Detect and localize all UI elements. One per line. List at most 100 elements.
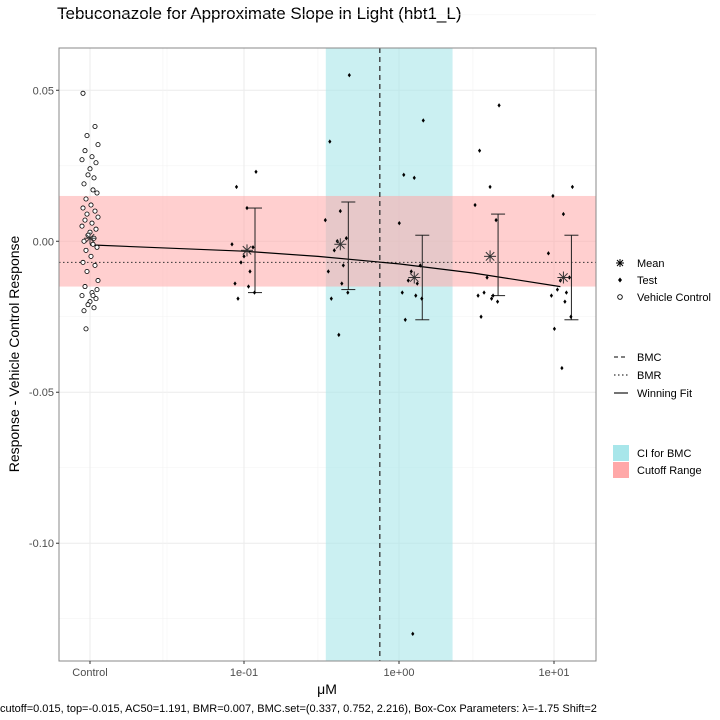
vehicle-control-point — [90, 187, 96, 193]
test-point — [344, 236, 348, 241]
test-point — [409, 269, 413, 274]
test-point — [482, 290, 486, 295]
test-point — [420, 296, 424, 301]
vehicle-control-point — [94, 190, 100, 196]
test-point — [411, 631, 415, 637]
panel-border — [58, 47, 597, 662]
vehicle-control-point — [82, 148, 88, 154]
test-point — [242, 254, 246, 259]
test-point — [555, 287, 560, 292]
test-point — [477, 148, 482, 153]
legend: Mean Test Vehicle Control BMC BMR Winning Fit… — [613, 258, 711, 478]
vehicle-control-point — [82, 284, 88, 290]
legend-label-ci-for-bmc: CI for BMC — [637, 448, 691, 460]
test-point — [549, 293, 554, 298]
test-point — [400, 290, 404, 295]
vehicle-control-point — [79, 293, 85, 299]
vehicle-control-point — [82, 217, 88, 223]
test-point — [346, 290, 350, 295]
vehicle-control-point — [85, 302, 91, 308]
test-point — [494, 217, 498, 223]
winning-fit-line — [89, 244, 561, 288]
legend-vehicle-control-icon — [617, 294, 623, 300]
test-point — [421, 118, 425, 123]
x-tick-label: Control — [72, 667, 107, 679]
vehicle-control-point — [89, 154, 95, 160]
test-point — [230, 242, 234, 247]
mean-markers — [84, 232, 570, 284]
vehicle-control-point — [81, 238, 87, 244]
ci-for-bmc-band — [325, 48, 453, 661]
test-point — [245, 205, 249, 211]
test-point — [402, 172, 406, 178]
test-point — [233, 281, 237, 286]
y-axis-label: Response - Vehicle Control Response — [6, 235, 22, 472]
test-point — [328, 139, 332, 144]
vehicle-control-point — [88, 202, 94, 208]
legend-label-vehicle-control: Vehicle Control — [637, 292, 711, 304]
test-point — [418, 263, 422, 268]
vehicle-control-point — [90, 241, 96, 247]
test-point — [414, 293, 418, 298]
test-point — [347, 72, 351, 78]
x-tick-label: 1e-01 — [230, 667, 258, 679]
test-point — [329, 296, 333, 301]
test-point — [552, 326, 557, 332]
test-point — [337, 332, 341, 338]
test-point — [251, 245, 255, 250]
vehicle-control-point — [84, 268, 90, 274]
test-point — [485, 275, 489, 280]
legend-label-cutoff-range: Cutoff Range — [637, 465, 702, 477]
x-tick-label: 1e+01 — [539, 667, 570, 679]
legend-label-bmr: BMR — [637, 370, 662, 382]
vehicle-control-point — [79, 223, 85, 229]
test-point — [412, 175, 416, 181]
legend-ci-for-bmc-swatch — [613, 445, 629, 461]
x-axis-label: μM — [317, 681, 337, 697]
test-point — [569, 314, 573, 319]
test-point — [415, 281, 419, 286]
legend-mean-icon — [616, 259, 624, 267]
test-point — [403, 317, 407, 322]
test-point — [248, 269, 252, 274]
legend-test-icon — [618, 277, 622, 283]
vehicle-control-point — [93, 160, 99, 166]
test-point — [495, 299, 500, 304]
vehicle-control-point — [92, 124, 98, 130]
x-tick-label: 1e+00 — [384, 667, 415, 679]
vehicle-control-point — [79, 157, 85, 163]
test-point — [551, 193, 555, 199]
test-point — [397, 220, 401, 226]
vehicle-control-point — [91, 175, 97, 181]
vehicle-control-point — [83, 196, 89, 202]
vehicle-control-point — [81, 308, 87, 314]
test-point — [323, 217, 327, 223]
legend-label-winning-fit: Winning Fit — [637, 388, 692, 400]
vehicle-control-point — [83, 247, 89, 253]
test-point — [236, 296, 240, 301]
vehicle-control-point — [93, 226, 99, 232]
test-point — [491, 293, 495, 298]
vehicle-control-point — [83, 326, 89, 332]
mean-marker — [334, 238, 347, 251]
test-point — [479, 314, 483, 319]
error-bars — [248, 201, 579, 321]
legend-label-mean: Mean — [637, 258, 665, 270]
vehicle-control-point — [80, 90, 86, 96]
mean-marker — [84, 232, 96, 245]
vehicle-control-point — [95, 278, 101, 284]
y-axis-ticks: 0.05 0.00 -0.05 -0.10 — [29, 85, 59, 550]
test-point — [497, 103, 501, 108]
vehicle-control-point — [80, 259, 86, 265]
legend-label-bmc: BMC — [637, 352, 662, 364]
y-tick-label: -0.10 — [29, 538, 54, 550]
y-tick-label: 0.05 — [33, 85, 54, 97]
test-point — [326, 269, 330, 274]
vehicle-control-point — [88, 253, 94, 259]
vehicle-control-point — [89, 220, 95, 226]
test-point — [340, 281, 344, 286]
test-point — [560, 365, 564, 371]
vehicle-control-point — [80, 205, 86, 211]
mean-marker — [557, 271, 570, 284]
